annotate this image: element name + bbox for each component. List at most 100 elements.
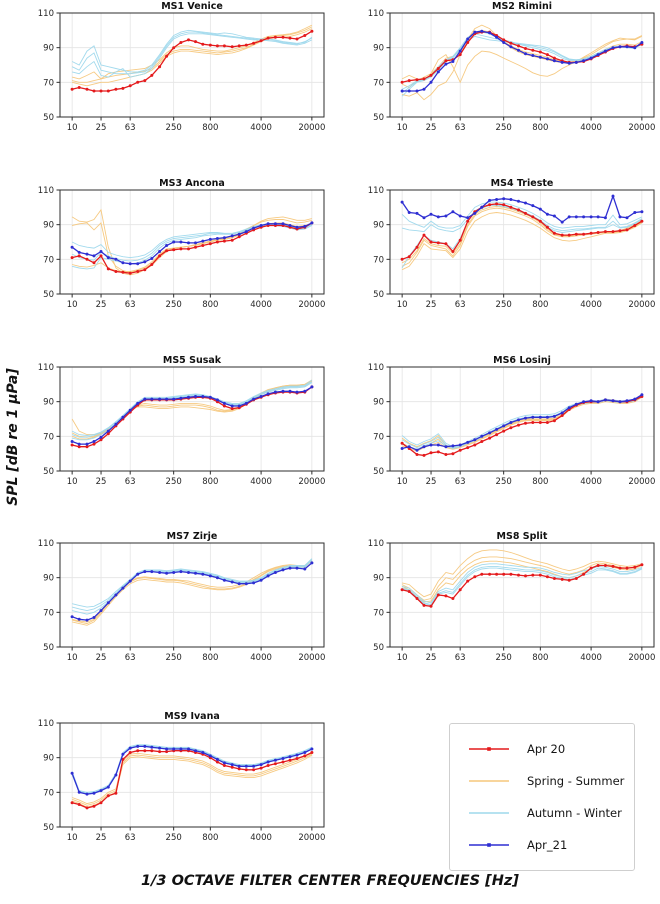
- legend-swatch-apr20-line: [469, 747, 509, 751]
- y-tick-label: 70: [43, 255, 54, 265]
- legend-swatch-apr21-line: [469, 843, 509, 847]
- apr21-markers: [70, 744, 314, 796]
- x-tick-label: 800: [532, 653, 548, 663]
- apr21-markers: [400, 194, 644, 224]
- y-tick-label: 70: [373, 608, 384, 618]
- y-tick-label: 90: [373, 574, 384, 584]
- x-tick-label: 4000: [250, 300, 272, 310]
- x-tick-label: 4000: [250, 477, 272, 487]
- autumn-winter-line: [71, 224, 313, 262]
- spring-summer-line: [71, 752, 313, 805]
- autumn-winter-line: [71, 33, 313, 78]
- apr20-line: [71, 386, 313, 448]
- subplot-title: MS4 Trieste: [491, 178, 554, 189]
- y-axis-label: SPL [dB re 1 µPa]: [5, 368, 21, 506]
- subplot-ms6-losinj: 10 25 63 250 800 4000 20000 50 70 90 110 MS6 Losinj: [368, 355, 656, 487]
- axes-box: [59, 12, 325, 118]
- x-tick-label: 10: [67, 477, 78, 487]
- x-tick-label: 10: [67, 833, 78, 843]
- apr20-line: [71, 750, 313, 809]
- y-tick-label: 110: [368, 363, 384, 373]
- x-tick-label: 25: [426, 653, 437, 663]
- y-tick-label: 70: [43, 78, 54, 88]
- x-tick-label: 63: [455, 300, 466, 310]
- spring-summer-line: [401, 212, 643, 271]
- x-tick-label: 4000: [580, 300, 602, 310]
- x-tick-label: 800: [532, 300, 548, 310]
- autumn-winter-line: [71, 379, 313, 436]
- subplot-ms3-ancona: 10 25 63 250 800 4000 20000 50 70 90 110 MS3 Ancona: [38, 178, 326, 310]
- autumn-winter-line: [71, 559, 313, 612]
- y-tick-label: 110: [38, 186, 54, 196]
- x-tick-label: 4000: [580, 477, 602, 487]
- x-tick-label: 250: [496, 300, 512, 310]
- x-tick-label: 63: [455, 123, 466, 133]
- y-tick-label: 70: [43, 432, 54, 442]
- x-tick-label: 20000: [298, 123, 325, 133]
- x-tick-label: 250: [166, 653, 182, 663]
- apr20-markers: [70, 221, 314, 275]
- axes-box: [59, 722, 325, 828]
- y-tick-label: 50: [373, 290, 384, 300]
- x-tick-label: 800: [202, 833, 218, 843]
- apr21-markers: [70, 385, 314, 446]
- legend-item-apr20: Apr 20: [467, 742, 634, 756]
- y-tick-label: 50: [43, 113, 54, 123]
- x-axis-label: 1/3 OCTAVE FILTER CENTER FREQUENCIES [Hz…: [141, 873, 519, 889]
- legend-swatch-spring-summer-line: [469, 780, 509, 782]
- axes-box: [389, 366, 655, 472]
- legend-label: Autumn - Winter: [527, 806, 622, 820]
- y-tick-label: 110: [38, 539, 54, 549]
- x-tick-label: 250: [166, 477, 182, 487]
- x-tick-label: 250: [496, 653, 512, 663]
- subplot-ms4-trieste: 10 25 63 250 800 4000 20000 50 70 90 110 MS4 Triest…: [368, 178, 656, 310]
- y-tick-label: 70: [43, 788, 54, 798]
- x-tick-label: 10: [397, 653, 408, 663]
- x-tick-label: 25: [96, 653, 107, 663]
- subplot-title: MS5 Susak: [163, 355, 222, 366]
- x-tick-label: 63: [125, 653, 136, 663]
- y-tick-label: 90: [373, 44, 384, 54]
- apr21-line: [71, 386, 313, 445]
- subplot-title: MS6 Losinj: [493, 355, 551, 366]
- subplot-ms5-susak: 10 25 63 250 800 4000 20000 50 70 90 110 MS5 Susak: [38, 355, 326, 487]
- y-tick-label: 70: [43, 608, 54, 618]
- autumn-winter-line: [401, 565, 643, 606]
- y-tick-label: 50: [43, 643, 54, 653]
- y-tick-label: 70: [373, 78, 384, 88]
- subplot-title: MS2 Rimini: [492, 1, 552, 12]
- apr21-markers: [70, 561, 314, 622]
- spring-summer-line: [401, 396, 643, 450]
- x-tick-label: 250: [166, 833, 182, 843]
- y-tick-label: 50: [43, 823, 54, 833]
- x-tick-label: 20000: [298, 300, 325, 310]
- x-tick-label: 800: [532, 123, 548, 133]
- x-tick-label: 800: [202, 123, 218, 133]
- x-tick-label: 20000: [628, 477, 655, 487]
- apr21-markers: [70, 221, 314, 266]
- x-tick-label: 800: [202, 653, 218, 663]
- x-tick-label: 63: [125, 833, 136, 843]
- y-tick-label: 70: [373, 255, 384, 265]
- legend-item-spring-summer: Spring - Summer: [467, 774, 634, 788]
- legend-label: Spring - Summer: [527, 774, 625, 788]
- spring-summer-line: [401, 24, 643, 101]
- axes-box: [389, 542, 655, 648]
- apr20-line: [401, 395, 643, 457]
- y-tick-label: 50: [43, 467, 54, 477]
- autumn-winter-line: [71, 223, 313, 259]
- x-tick-label: 20000: [628, 300, 655, 310]
- y-tick-label: 110: [38, 9, 54, 19]
- autumn-winter-line: [401, 394, 643, 448]
- x-tick-label: 4000: [580, 123, 602, 133]
- x-tick-label: 10: [397, 123, 408, 133]
- x-tick-label: 10: [67, 123, 78, 133]
- y-tick-label: 90: [43, 221, 54, 231]
- spring-summer-line: [71, 26, 313, 80]
- x-tick-label: 25: [96, 123, 107, 133]
- y-tick-label: 110: [38, 719, 54, 729]
- x-tick-label: 25: [426, 123, 437, 133]
- apr21-line: [71, 222, 313, 265]
- axes-box: [389, 189, 655, 295]
- x-tick-label: 25: [96, 300, 107, 310]
